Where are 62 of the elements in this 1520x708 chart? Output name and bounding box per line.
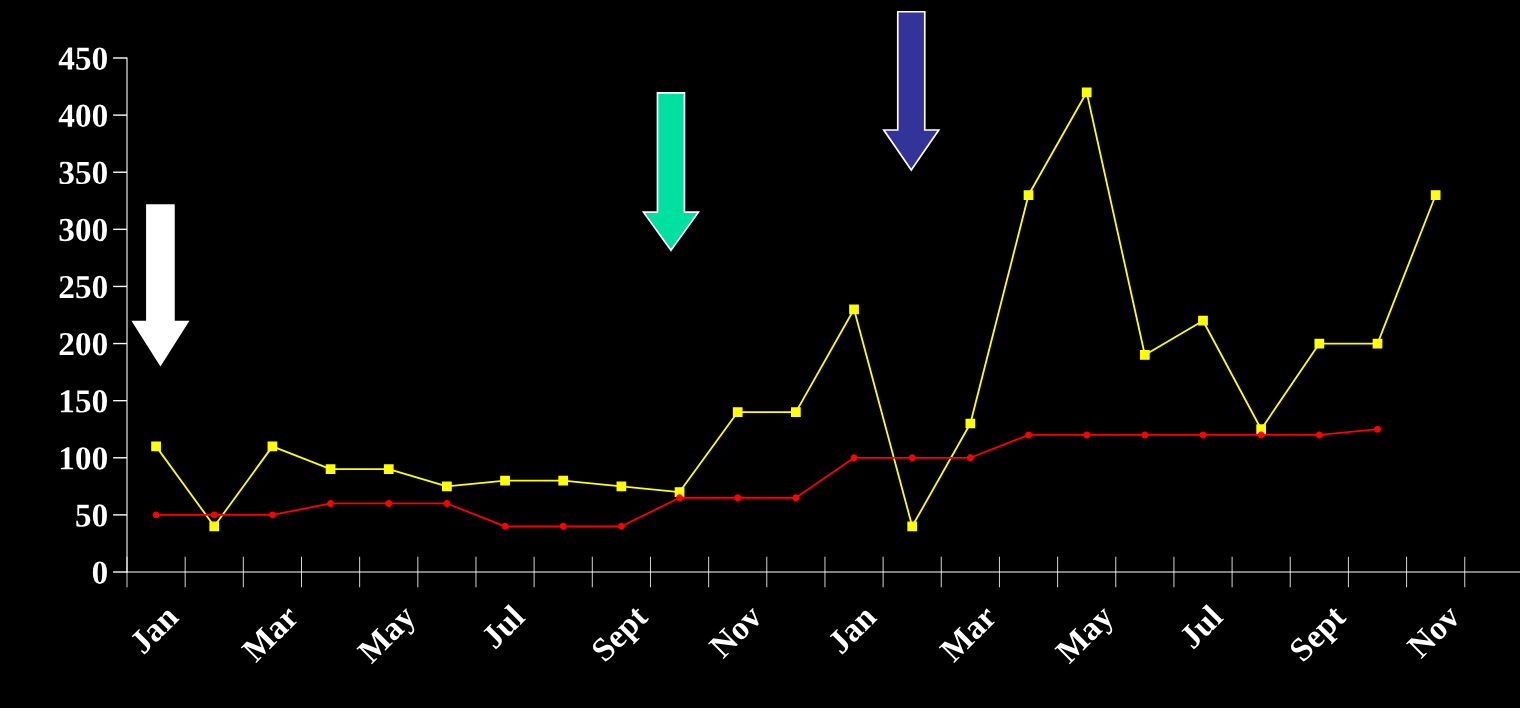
point [151,441,161,452]
y-tick-label: 100 [60,447,107,470]
point [210,511,218,519]
point [500,475,510,486]
point [383,464,394,475]
point [1430,190,1441,200]
point [385,499,393,507]
point [501,522,509,530]
point [1141,431,1149,439]
point [327,499,335,507]
point [616,481,627,492]
point [1257,431,1265,439]
point [1198,315,1208,326]
point [676,494,684,502]
point [850,454,858,462]
y-tick-label: 200 [59,332,107,356]
point [966,454,974,462]
point [558,475,569,486]
point [791,407,801,417]
point [1314,338,1325,349]
point [1025,431,1032,439]
y-tick-label: 0 [92,561,107,584]
point [1139,350,1150,360]
point [849,304,859,315]
point [907,521,918,532]
y-tick-label: 150 [60,390,107,413]
point [908,454,916,462]
y-tick-label: 250 [59,275,107,299]
point [732,407,743,417]
point [734,494,742,502]
y-tick-label: 50 [76,504,107,527]
x-tick-label: Mar [240,603,301,664]
point [325,464,336,475]
point [559,522,567,530]
x-tick-label: Nov [1406,603,1462,660]
x-tick-label: Sept [590,603,655,668]
y-tick-label: 350 [59,161,107,185]
point [1081,87,1092,98]
x-tick-label: Jan [129,603,180,655]
point [617,522,625,530]
point [443,499,451,507]
x-tick-label: Jul [1177,602,1225,650]
point [1023,190,1034,200]
x-tick-label: Nov [708,603,764,660]
point [792,494,800,502]
point [268,511,276,519]
point [209,521,220,532]
y-tick-label: 400 [58,104,107,127]
x-tick-label: May [1054,603,1121,670]
point [1315,431,1323,439]
y-tick-label: 300 [59,218,107,242]
x-tick-label: Sept [1288,603,1353,668]
point [442,481,452,492]
x-tick-label: Jan [826,603,878,655]
point [152,511,160,519]
point [267,441,278,452]
x-tick-label: Mar [938,603,998,664]
point [1374,425,1381,433]
y-tick-label: 450 [58,47,107,70]
point [1083,431,1091,439]
x-tick-label: Jul [479,602,527,650]
x-tick-label: May [356,603,423,670]
